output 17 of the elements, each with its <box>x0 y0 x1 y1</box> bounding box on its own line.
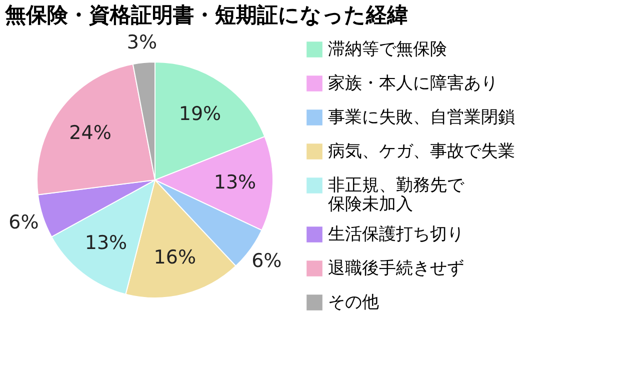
data-label: 24% <box>69 122 112 144</box>
legend-label: 事業に失敗、自営業閉鎖 <box>328 108 515 128</box>
legend-label: 滞納等で無保険 <box>328 40 447 60</box>
data-label: 16% <box>154 246 196 268</box>
data-label: 6% <box>8 212 39 234</box>
data-label: 6% <box>252 250 282 272</box>
legend-label: 生活保護打ち切り <box>328 224 464 244</box>
legend-label: その他 <box>328 292 379 312</box>
legend-label: 家族・本人に障害あり <box>328 74 498 94</box>
legend-label: 退職後手続きせず <box>328 258 464 278</box>
data-label: 19% <box>178 102 222 125</box>
chart-title: 無保険・資格証明書・短期証になった経緯 <box>4 3 408 27</box>
data-label: 3% <box>126 32 158 54</box>
legend-label: 非正規、勤務先で保険未加入 <box>328 176 465 214</box>
data-label: 13% <box>84 232 128 254</box>
legend-label: 病気、ケガ、事故で失業 <box>328 142 515 162</box>
data-label: 13% <box>214 172 256 194</box>
